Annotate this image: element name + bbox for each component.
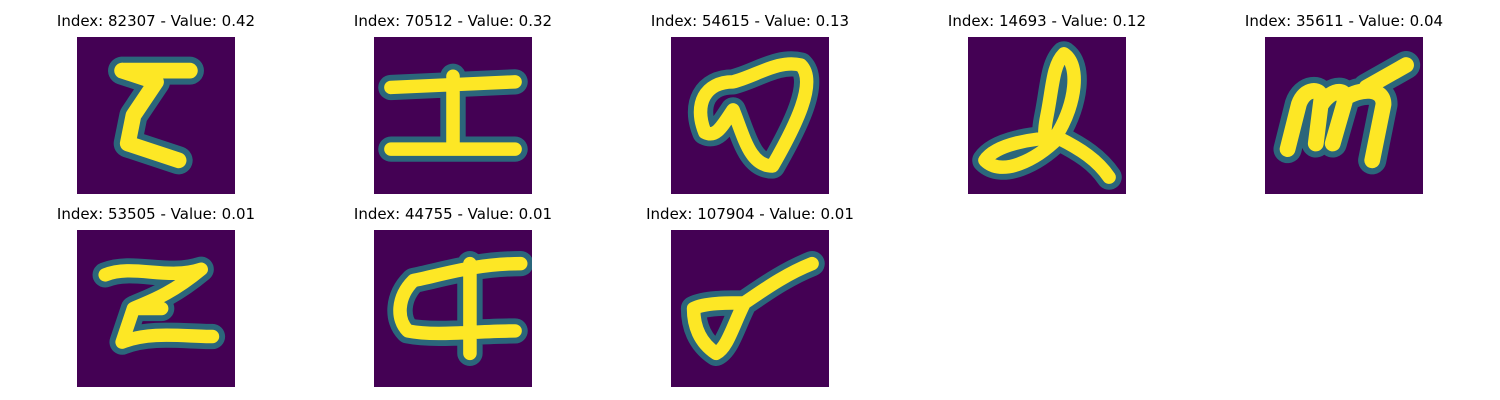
image-panel-8: Index: 107904 - Value: 0.01 bbox=[640, 205, 860, 387]
panel-title: Index: 53505 - Value: 0.01 bbox=[56, 205, 256, 223]
handwritten-glyph-image bbox=[374, 230, 532, 387]
handwritten-glyph-image bbox=[968, 37, 1126, 194]
panel-title: Index: 14693 - Value: 0.12 bbox=[947, 12, 1147, 30]
image-panel-3: Index: 54615 - Value: 0.13 bbox=[640, 12, 860, 194]
image-panel-5: Index: 35611 - Value: 0.04 bbox=[1234, 12, 1454, 194]
handwritten-glyph-image bbox=[77, 37, 235, 194]
image-panel-4: Index: 14693 - Value: 0.12 bbox=[937, 12, 1157, 194]
image-panel-2: Index: 70512 - Value: 0.32 bbox=[343, 12, 563, 194]
panel-title: Index: 82307 - Value: 0.42 bbox=[56, 12, 256, 30]
panel-title: Index: 44755 - Value: 0.01 bbox=[353, 205, 553, 223]
handwritten-glyph-image bbox=[77, 230, 235, 387]
image-panel-1: Index: 82307 - Value: 0.42 bbox=[46, 12, 266, 194]
handwritten-glyph-image bbox=[374, 37, 532, 194]
panel-title: Index: 35611 - Value: 0.04 bbox=[1244, 12, 1444, 30]
handwritten-glyph-image bbox=[671, 37, 829, 194]
panel-title: Index: 107904 - Value: 0.01 bbox=[646, 205, 854, 223]
handwritten-glyph-image bbox=[671, 230, 829, 387]
panel-title: Index: 54615 - Value: 0.13 bbox=[650, 12, 850, 30]
image-panel-7: Index: 44755 - Value: 0.01 bbox=[343, 205, 563, 387]
panel-title: Index: 70512 - Value: 0.32 bbox=[353, 12, 553, 30]
handwritten-glyph-image bbox=[1265, 37, 1423, 194]
image-panel-6: Index: 53505 - Value: 0.01 bbox=[46, 205, 266, 387]
